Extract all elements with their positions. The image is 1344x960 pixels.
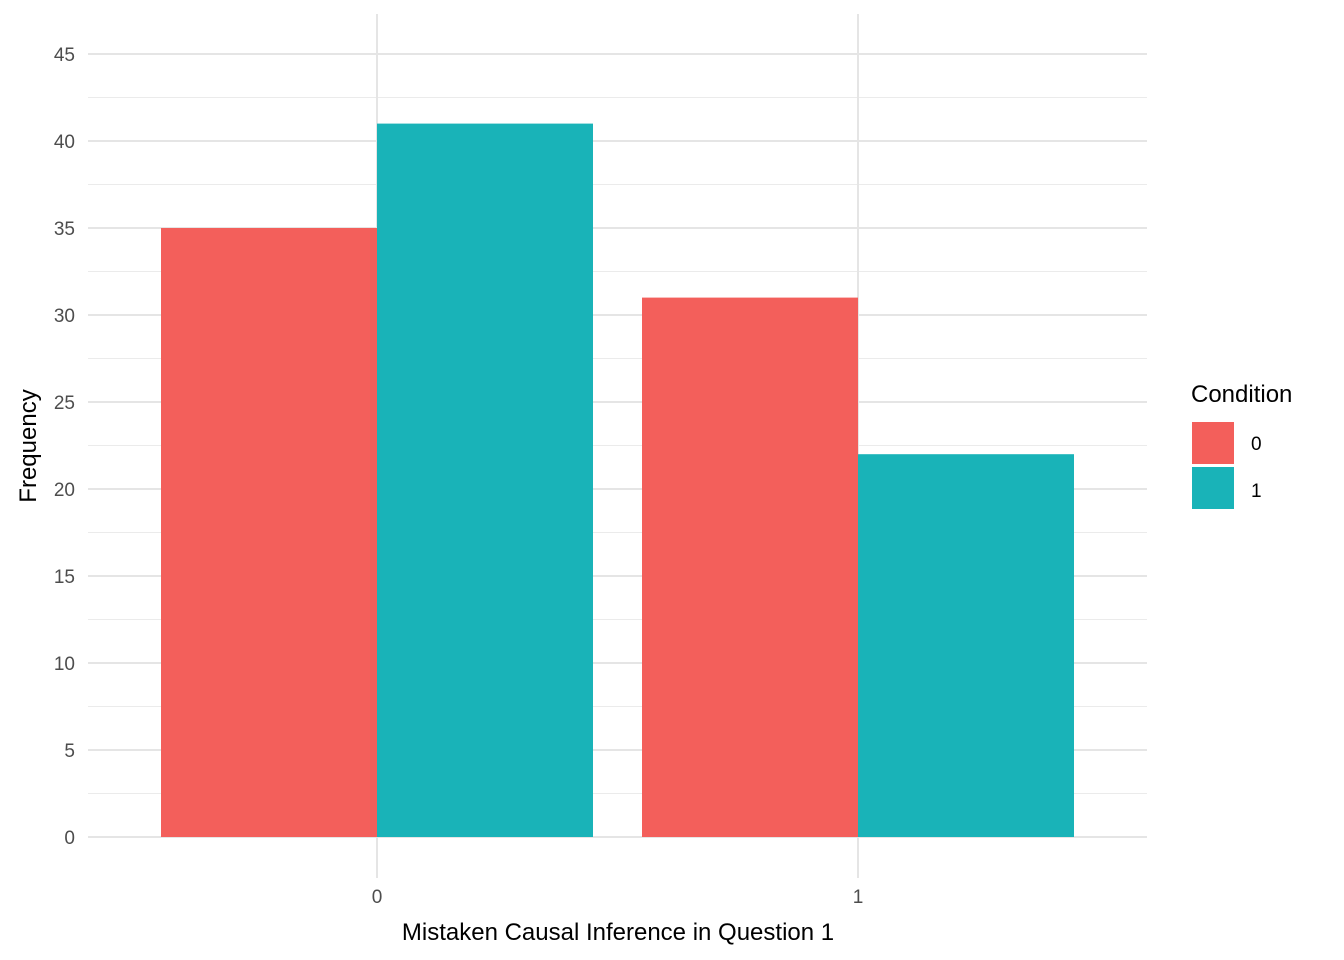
legend-swatch-1 [1192, 467, 1234, 509]
x-tick-label: 0 [372, 887, 383, 908]
y-tick-label: 5 [64, 741, 75, 762]
y-axis-title: Frequency [15, 389, 42, 502]
x-tick-label: 1 [853, 887, 864, 908]
legend-label-0: 0 [1251, 434, 1262, 455]
y-tick-label: 45 [54, 45, 75, 66]
legend-label-1: 1 [1251, 481, 1262, 502]
y-tick-label: 20 [54, 480, 75, 501]
y-tick-label: 10 [54, 654, 75, 675]
bar-0-condition-1 [377, 123, 593, 838]
legend-swatch-0 [1192, 422, 1234, 464]
bar-0-condition-0 [161, 228, 377, 837]
y-tick-label: 25 [54, 393, 75, 414]
legend: Condition 0 1 [1191, 381, 1292, 509]
y-axis-ticks: 0 5 10 15 20 25 30 35 40 45 [54, 45, 75, 849]
x-axis-title: Mistaken Causal Inference in Question 1 [402, 919, 834, 946]
y-tick-label: 30 [54, 306, 75, 327]
y-tick-label: 0 [64, 828, 75, 849]
legend-title: Condition [1191, 381, 1292, 408]
y-tick-label: 35 [54, 219, 75, 240]
y-tick-label: 15 [54, 567, 75, 588]
bar-1-condition-1 [858, 454, 1074, 837]
y-tick-label: 40 [54, 132, 75, 153]
bar-1-condition-0 [642, 297, 858, 838]
bars [161, 123, 1074, 838]
